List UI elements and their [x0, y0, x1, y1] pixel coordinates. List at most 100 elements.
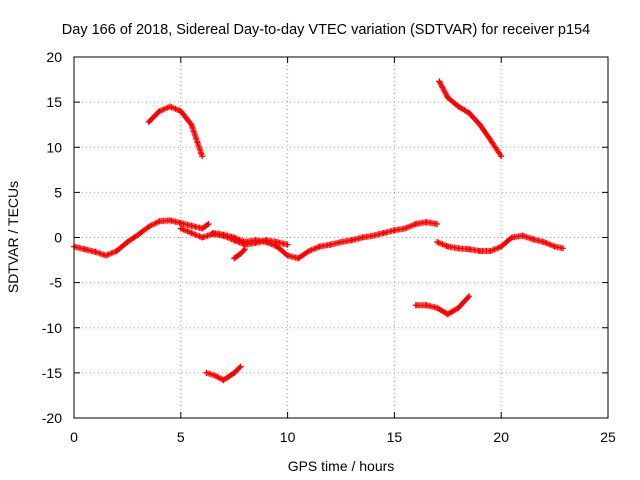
data-point — [434, 221, 441, 227]
data-point — [498, 153, 505, 160]
data-point — [338, 239, 344, 245]
data-point — [113, 248, 120, 254]
data-point — [359, 234, 366, 241]
series-track-main-c — [434, 232, 567, 254]
x-tick-label: 25 — [600, 429, 616, 445]
data-point — [177, 108, 184, 115]
data-point — [273, 239, 280, 245]
data-point — [92, 248, 99, 255]
grid — [74, 57, 608, 418]
y-tick-label: 20 — [46, 49, 62, 65]
data-point — [466, 110, 473, 116]
y-tick-label: 5 — [54, 184, 62, 200]
data-point — [188, 230, 195, 236]
data-point — [199, 153, 206, 160]
y-tick-label: 15 — [46, 94, 62, 110]
data-point — [220, 377, 227, 384]
data-point — [177, 225, 184, 232]
series-arc-upper-right — [436, 78, 505, 160]
data-point — [444, 243, 451, 250]
data-point — [444, 94, 451, 101]
series-track-main-a — [71, 217, 212, 259]
data-point — [444, 311, 451, 318]
data-point — [466, 246, 473, 253]
data-point — [436, 78, 443, 85]
data-point — [434, 304, 441, 311]
data-point — [199, 234, 206, 241]
data-point — [145, 223, 152, 230]
x-tick-label: 0 — [70, 429, 78, 445]
data-point — [103, 252, 109, 259]
data-point — [476, 248, 483, 254]
data-point — [156, 108, 163, 115]
y-tick-labels: -20 -15 -10 -5 0 5 10 15 20 — [42, 49, 62, 426]
data-point — [205, 221, 212, 227]
data-point — [167, 217, 174, 224]
data-point — [156, 218, 163, 225]
data-point — [466, 293, 473, 300]
data-point — [487, 248, 494, 254]
data-point — [231, 255, 238, 262]
y-tick-label: -10 — [42, 320, 62, 336]
data-point — [316, 243, 323, 250]
y-tick-label: 10 — [46, 139, 62, 155]
x-tick-label: 20 — [493, 429, 509, 445]
data-point — [203, 369, 210, 376]
data-point — [263, 237, 270, 244]
chart-title: Day 166 of 2018, Sidereal Day-to-day VTE… — [62, 22, 590, 38]
data-point — [455, 304, 462, 311]
data-point — [241, 246, 248, 253]
series-segment-low — [203, 363, 244, 384]
x-axis-label: GPS time / hours — [288, 458, 395, 474]
x-tick-label: 5 — [177, 429, 185, 445]
data-point — [124, 239, 131, 245]
y-axis-label: SDTVAR / TECUs — [5, 181, 21, 293]
data-point — [423, 219, 430, 226]
data-point — [284, 252, 291, 259]
data-point — [423, 302, 430, 309]
data-point — [530, 236, 537, 243]
data-point — [237, 363, 244, 370]
series-segment-mid-b — [412, 293, 473, 318]
data-point — [327, 241, 334, 248]
data-series — [71, 78, 567, 384]
x-tick-labels: 0 5 10 15 20 25 — [70, 429, 616, 445]
data-point — [295, 255, 302, 262]
data-point — [487, 137, 494, 143]
series-track-secondary — [177, 225, 291, 248]
x-tick-label: 15 — [387, 429, 403, 445]
data-point — [434, 239, 441, 245]
data-point — [177, 220, 184, 227]
data-point — [348, 237, 355, 244]
data-point — [380, 230, 387, 236]
data-point — [231, 369, 238, 376]
data-point — [145, 119, 152, 125]
y-tick-label: 0 — [54, 230, 62, 246]
data-point — [476, 121, 483, 128]
x-tick-label: 10 — [280, 429, 296, 445]
data-point — [498, 243, 505, 250]
y-tick-label: -15 — [42, 365, 62, 381]
data-point — [402, 225, 409, 232]
data-point — [135, 231, 142, 238]
data-point — [252, 239, 259, 246]
data-point — [412, 221, 419, 227]
data-point — [551, 243, 558, 250]
data-point — [519, 232, 526, 239]
data-point — [306, 248, 312, 254]
data-point — [455, 245, 462, 252]
data-point — [209, 230, 216, 237]
data-point — [391, 227, 398, 234]
data-point — [370, 232, 376, 239]
y-tick-label: -20 — [42, 410, 62, 426]
data-point — [220, 232, 227, 239]
axis-ticks — [73, 56, 609, 419]
data-point — [560, 245, 567, 252]
data-point — [188, 121, 195, 128]
data-point — [81, 246, 88, 253]
data-point — [540, 239, 547, 245]
data-point — [231, 237, 238, 244]
data-point — [199, 225, 206, 232]
data-point — [455, 103, 462, 110]
